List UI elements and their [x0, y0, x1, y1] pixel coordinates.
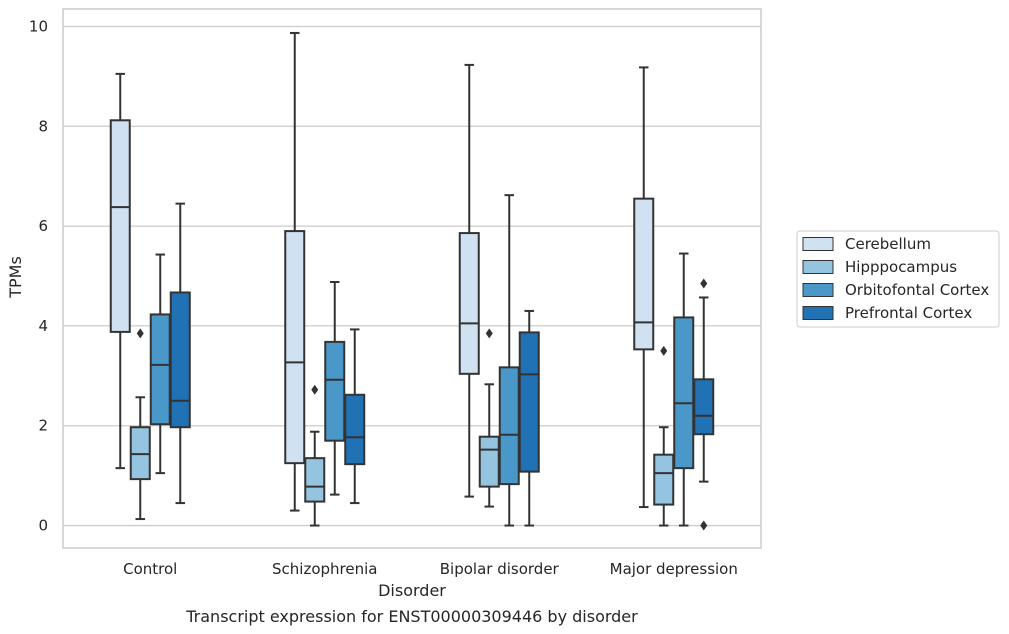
legend-frame: [796, 230, 1000, 328]
box-iqr: [109, 119, 131, 333]
box-iqr: [653, 453, 675, 506]
x-tick-label: Major depression: [610, 560, 738, 578]
box-3-1: [344, 328, 366, 505]
outlier-point: [136, 328, 144, 339]
outlier-point: [700, 520, 708, 531]
box-iqr: [284, 230, 306, 465]
box-iqr: [149, 313, 171, 426]
x-axis-title: Disorder: [378, 581, 446, 600]
y-tick-labels: 0 2 4 6 8 10: [29, 17, 48, 534]
box-0-0: [109, 72, 131, 470]
box-0-1: [284, 31, 306, 512]
legend-swatch: [802, 237, 834, 251]
y-tick-label: 4: [38, 317, 48, 335]
box-iqr: [633, 197, 655, 351]
box-1-1: [304, 384, 326, 527]
chart-caption: Transcript expression for ENST0000030944…: [185, 607, 638, 626]
outlier-point: [700, 278, 708, 289]
outlier-point: [485, 328, 493, 339]
box-iqr: [518, 331, 540, 473]
y-axis-title: TPMs: [6, 256, 25, 299]
box-0-3: [633, 66, 655, 509]
box-iqr: [169, 291, 191, 429]
legend-label: Prefrontal Cortex: [845, 304, 972, 322]
box-3-3: [693, 278, 715, 531]
legend-label: Cerebellum: [845, 235, 931, 253]
box-3-0: [169, 202, 191, 505]
box-1-2: [478, 328, 500, 508]
box-iqr: [304, 457, 326, 503]
box-1-0: [129, 328, 151, 521]
box-iqr: [673, 316, 695, 470]
box-2-1: [324, 280, 346, 496]
box-iqr: [344, 393, 366, 466]
x-tick-labels: Control Schizophrenia Bipolar disorder Majo…: [123, 560, 738, 578]
outlier-point: [660, 345, 668, 356]
legend-label: Hipppocampus: [845, 258, 957, 276]
box-0-2: [458, 63, 480, 498]
x-tick-label: Bipolar disorder: [440, 560, 560, 578]
boxplot-boxes: [109, 31, 715, 531]
box-3-2: [518, 309, 540, 527]
x-tick-label: Schizophrenia: [272, 560, 377, 578]
box-iqr: [498, 366, 520, 486]
y-tick-label: 6: [38, 217, 48, 235]
y-tick-label: 10: [29, 17, 48, 35]
box-iqr: [478, 435, 500, 488]
legend-swatch: [802, 283, 834, 297]
x-tick-label: Control: [123, 560, 177, 578]
legend: Cerebellum Hipppocampus Orbitofontal Corte…: [796, 230, 1000, 328]
box-2-3: [673, 252, 695, 527]
plot-frame: [62, 8, 762, 549]
box-1-3: [653, 345, 675, 527]
y-tick-label: 8: [38, 117, 48, 135]
grid-lines: [63, 25, 761, 527]
box-2-0: [149, 253, 171, 475]
legend-swatch: [802, 306, 834, 320]
legend-label: Orbitofontal Cortex: [845, 281, 989, 299]
legend-swatch: [802, 260, 834, 274]
box-iqr: [693, 378, 715, 436]
box-iqr: [458, 232, 480, 375]
box-iqr: [324, 340, 346, 442]
outlier-point: [311, 384, 319, 395]
y-tick-label: 0: [38, 517, 48, 535]
y-tick-label: 2: [38, 417, 48, 435]
box-2-2: [498, 194, 520, 527]
